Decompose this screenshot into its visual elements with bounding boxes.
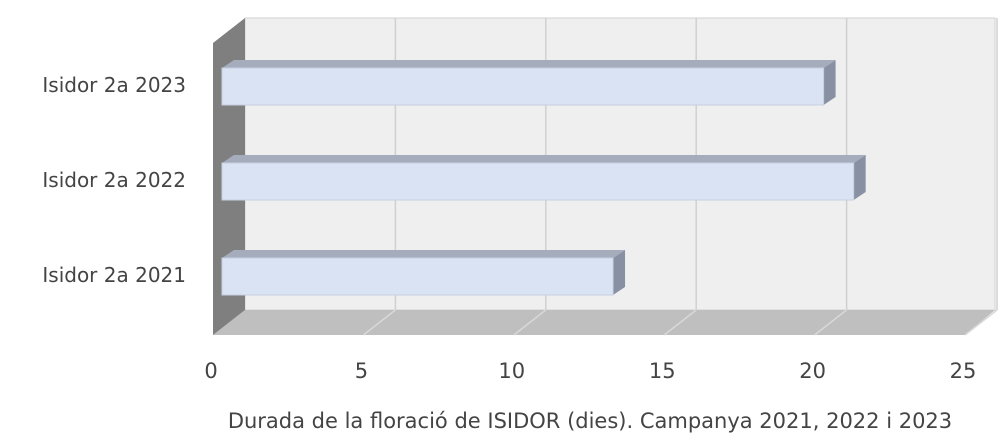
bar-top (222, 250, 626, 258)
x-tick-label: 20 (799, 359, 826, 383)
x-tick-label: 0 (204, 359, 217, 383)
x-axis-title: Durada de la floració de ISIDOR (dies). … (228, 409, 952, 433)
bar-side (823, 60, 836, 105)
x-tick-label: 5 (355, 359, 368, 383)
bar (221, 162, 855, 201)
bar-top (222, 155, 866, 163)
x-tick-label: 10 (498, 359, 525, 383)
floor-grid-line (814, 309, 848, 336)
y-tick-label: Isidor 2a 2022 (42, 168, 186, 192)
floor-grid-line (362, 309, 396, 336)
x-tick-label: 25 (950, 359, 977, 383)
floor-grid-line (513, 309, 547, 336)
bar-top (222, 60, 836, 68)
x-tick-label: 15 (649, 359, 676, 383)
bar (221, 257, 614, 296)
floor-grid-line (964, 309, 998, 336)
bar-side (613, 250, 626, 295)
bar-side (853, 155, 866, 200)
bar (221, 67, 825, 106)
y-tick-label: Isidor 2a 2021 (42, 263, 186, 287)
y-tick-label: Isidor 2a 2023 (42, 73, 186, 97)
floor (213, 310, 995, 335)
floor-grid-line (663, 309, 697, 336)
